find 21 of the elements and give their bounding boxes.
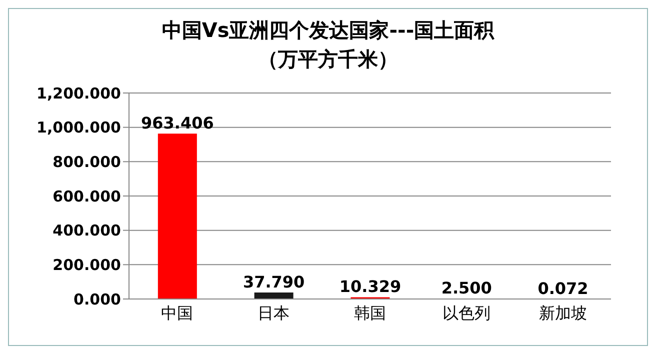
y-tick-label: 200.000: [52, 256, 121, 274]
data-label: 37.790: [242, 272, 305, 292]
data-label: 0.072: [538, 278, 588, 298]
chart-title: 中国Vs亚洲四个发达国家---国土面积: [160, 17, 496, 44]
x-tick-label: 日本: [258, 303, 290, 322]
x-tick-label: 中国: [161, 303, 194, 322]
bar: [254, 292, 294, 299]
bar: [158, 134, 197, 299]
data-label: 2.500: [441, 278, 492, 298]
chart-subtitle: （万平方千米）: [257, 46, 399, 73]
x-tick-label: 韩国: [354, 303, 386, 322]
y-tick-label: 0.000: [74, 290, 121, 308]
data-label: 10.329: [339, 277, 402, 296]
y-tick-label: 400.000: [52, 222, 121, 240]
y-tick-label: 1,000.000: [36, 118, 121, 137]
y-tick-label: 1,200.000: [36, 84, 121, 102]
x-tick-label: 以色列: [442, 303, 490, 322]
y-tick-label: 600.000: [52, 187, 121, 206]
data-label: 963.406: [140, 114, 214, 133]
x-tick-label: 新加坡: [538, 303, 587, 322]
y-tick-label: 800.000: [52, 152, 121, 171]
